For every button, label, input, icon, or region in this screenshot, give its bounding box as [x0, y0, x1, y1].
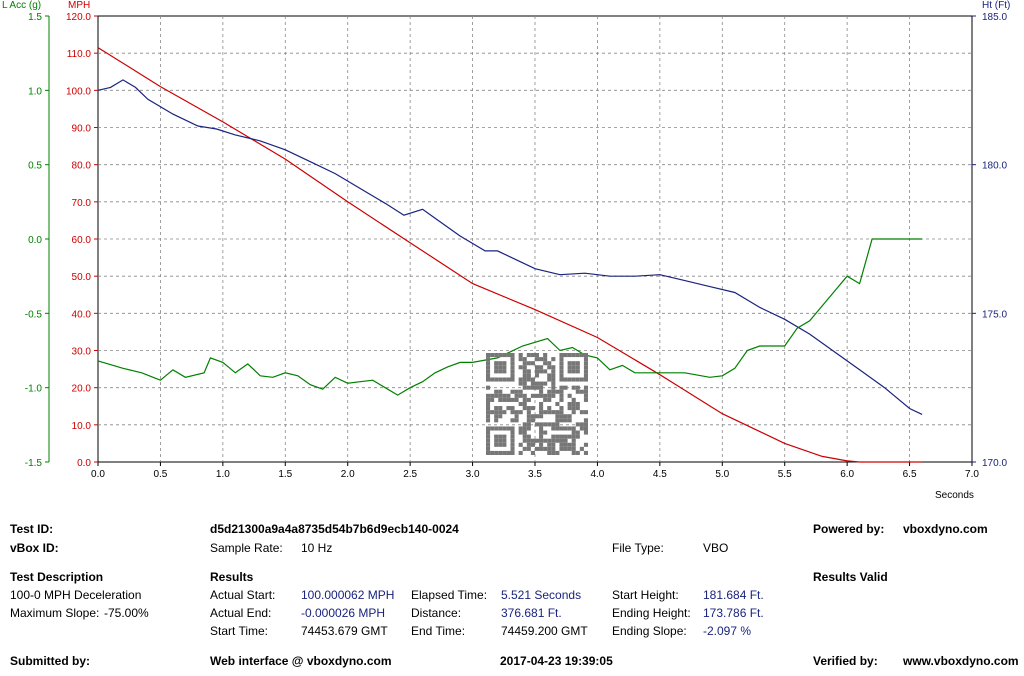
- start-time-value: 74453.679 GMT: [301, 624, 388, 638]
- mph-tick-label: 50.0: [72, 272, 92, 283]
- results-valid-status: Results Valid: [813, 570, 888, 584]
- mph-tick-label: 90.0: [72, 124, 92, 135]
- x-tick-label: 5.5: [778, 469, 792, 480]
- series-line-lat_acc: [97, 238, 923, 396]
- qr-code-image: [486, 353, 588, 455]
- mph-tick-label: 70.0: [72, 198, 92, 209]
- x-tick-label: 3.5: [528, 469, 542, 480]
- mph-tick-label: 40.0: [72, 309, 92, 320]
- x-tick-label: 2.0: [341, 469, 355, 480]
- mph-axis-title: MPH: [68, 0, 91, 11]
- mph-tick-label: 120.0: [66, 12, 91, 23]
- lacc-tick-label: 0.5: [28, 161, 42, 172]
- actual-start-value: 100.000062 MPH: [301, 588, 395, 602]
- distance-value: 376.681 Ft.: [501, 606, 562, 620]
- x-tick-label: 6.0: [840, 469, 854, 480]
- elapsed-time-value: 5.521 Seconds: [501, 588, 582, 602]
- description-text: 100-0 MPH Deceleration: [10, 588, 142, 602]
- series-line-height: [97, 79, 923, 415]
- mph-tick-label: 20.0: [72, 384, 92, 395]
- verified-by-label: Verified by:: [813, 654, 878, 668]
- file-type-value: VBO: [703, 541, 729, 555]
- x-tick-label: 0.5: [153, 469, 167, 480]
- mph-tick-label: 100.0: [66, 86, 91, 97]
- distance-label: Distance:: [411, 606, 462, 620]
- lacc-tick-label: -0.5: [25, 309, 43, 320]
- lacc-tick-label: -1.5: [25, 458, 43, 469]
- powered-by-value: vboxdyno.com: [903, 522, 988, 536]
- actual-end-value: -0.000026 MPH: [301, 606, 386, 620]
- file-type-label: File Type:: [612, 541, 664, 555]
- x-tick-label: 1.5: [278, 469, 292, 480]
- x-tick-label: 7.0: [965, 469, 979, 480]
- start-height-value: 181.684 Ft.: [703, 588, 764, 602]
- sample-rate-value: 10 Hz: [301, 541, 333, 555]
- start-time-label: Start Time:: [210, 624, 269, 638]
- test-id-label: Test ID:: [10, 522, 54, 536]
- x-tick-label: 1.0: [216, 469, 230, 480]
- x-tick-label: 5.0: [715, 469, 729, 480]
- test-id-value: d5d21300a9a4a8735d54b7b6d9ecb140-0024: [210, 522, 459, 536]
- x-tick-label: 4.0: [590, 469, 604, 480]
- results-heading: Results: [210, 570, 254, 584]
- mph-tick-label: 110.0: [67, 49, 92, 60]
- height-tick-label: 175.0: [982, 309, 1007, 320]
- lacc-tick-label: 0.0: [28, 235, 42, 246]
- x-tick-label: 3.0: [466, 469, 480, 480]
- sample-rate-label: Sample Rate:: [210, 541, 283, 555]
- web-interface-link[interactable]: Web interface @ vboxdyno.com: [210, 654, 392, 668]
- vbox-id-label: vBox ID:: [10, 541, 59, 555]
- powered-by-label: Powered by:: [813, 522, 885, 536]
- verified-by-link[interactable]: www.vboxdyno.com: [903, 654, 1019, 668]
- mph-tick-label: 60.0: [72, 235, 92, 246]
- lacc-tick-label: 1.0: [28, 86, 42, 97]
- lacc-axis-title: L Acc (g): [2, 0, 42, 11]
- height-tick-label: 170.0: [982, 458, 1007, 469]
- x-tick-label: 6.5: [903, 469, 917, 480]
- max-slope-value: -75.00%: [104, 606, 149, 620]
- x-tick-label: 2.5: [403, 469, 417, 480]
- submitted-by-label: Submitted by:: [10, 654, 90, 668]
- x-tick-label: 4.5: [653, 469, 667, 480]
- start-height-label: Start Height:: [612, 588, 679, 602]
- mph-tick-label: 80.0: [72, 161, 92, 172]
- lacc-tick-label: -1.0: [25, 384, 43, 395]
- report-timestamp: 2017-04-23 19:39:05: [500, 654, 613, 668]
- x-tick-label: 0.0: [91, 469, 105, 480]
- series-line-speed: [97, 47, 923, 463]
- mph-tick-label: 0.0: [77, 458, 91, 469]
- height-tick-label: 180.0: [982, 161, 1007, 172]
- elapsed-time-label: Elapsed Time:: [411, 588, 488, 602]
- test-description-heading: Test Description: [10, 570, 104, 584]
- x-axis-title: Seconds: [935, 490, 974, 501]
- height-axis-title: Ht (Ft): [982, 0, 1011, 11]
- ending-height-value: 173.786 Ft.: [703, 606, 764, 620]
- ending-slope-value: -2.097 %: [703, 624, 752, 638]
- actual-end-label: Actual End:: [210, 606, 272, 620]
- mph-tick-label: 30.0: [72, 347, 92, 358]
- height-tick-label: 185.0: [982, 12, 1007, 23]
- end-time-value: 74459.200 GMT: [501, 624, 588, 638]
- ending-slope-label: Ending Slope:: [612, 624, 687, 638]
- mph-tick-label: 10.0: [72, 421, 92, 432]
- end-time-label: End Time:: [411, 624, 466, 638]
- ending-height-label: Ending Height:: [612, 606, 691, 620]
- actual-start-label: Actual Start:: [210, 588, 276, 602]
- max-slope-label: Maximum Slope:: [10, 606, 100, 620]
- lacc-tick-label: 1.5: [28, 12, 42, 23]
